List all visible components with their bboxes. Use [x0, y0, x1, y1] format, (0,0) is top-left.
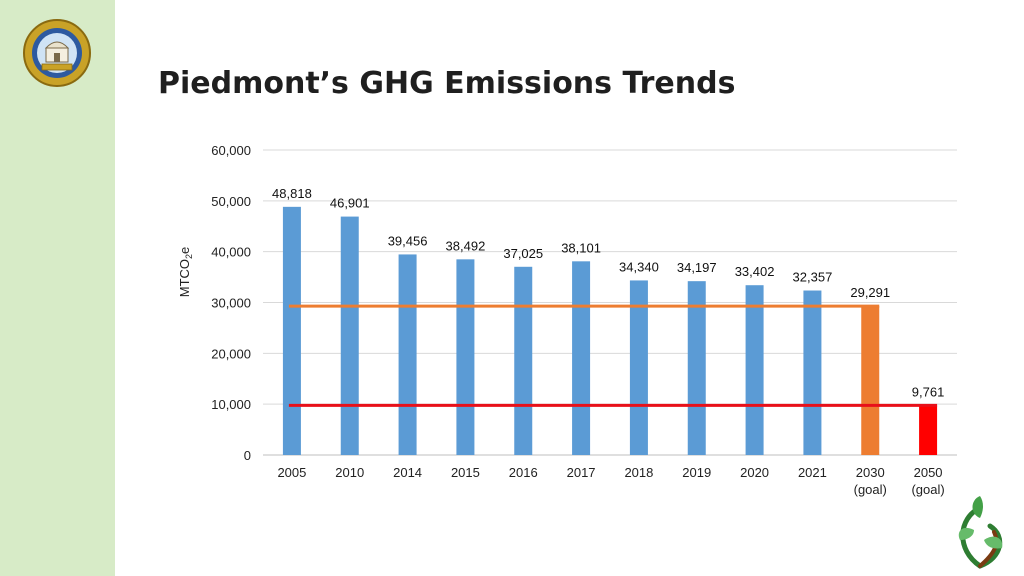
bar: [514, 266, 533, 455]
y-tick-label: 0: [244, 448, 251, 463]
x-tick-label: 2016: [509, 465, 538, 480]
bar: [282, 206, 301, 455]
x-tick-label: 2017: [567, 465, 596, 480]
bars: [282, 206, 938, 455]
bar: [745, 285, 764, 455]
y-tick-label: 30,000: [211, 296, 251, 311]
x-tick-label: 2050 (goal): [911, 465, 944, 497]
x-axis-ticks: 2005 2010 2014 2015 2016 2017 2018 2019 2020 2021…: [277, 465, 944, 497]
data-label: 38,101: [561, 240, 601, 255]
data-label: 39,456: [388, 233, 428, 248]
data-labels: 48,818 46,901 39,456 38,492 37,025 38,101 34,3…: [272, 186, 944, 400]
y-tick-label: 50,000: [211, 194, 251, 209]
data-label: 37,025: [503, 246, 543, 261]
data-label: 34,197: [677, 260, 717, 275]
bar: [687, 281, 706, 455]
x-tick-label: 2018: [624, 465, 653, 480]
data-label: 32,357: [793, 270, 833, 285]
x-tick-label: 2014: [393, 465, 422, 480]
x-tick-label: 2015: [451, 465, 480, 480]
y-axis-label-suffix: e: [177, 247, 192, 254]
x-tick-label: 2021: [798, 465, 827, 480]
data-label: 33,402: [735, 264, 775, 279]
data-label: 34,340: [619, 259, 659, 274]
slide-title: Piedmont’s GHG Emissions Trends: [158, 66, 736, 101]
y-tick-label: 10,000: [211, 397, 251, 412]
bar: [572, 261, 591, 455]
y-axis-ticks: 0 10,000 20,000 30,000 40,000 50,000 60,000: [211, 143, 251, 463]
x-tick-label: 2020: [740, 465, 769, 480]
x-tick-label: 2019: [682, 465, 711, 480]
side-band: [0, 0, 115, 576]
bar: [456, 259, 475, 455]
y-tick-label: 20,000: [211, 346, 251, 361]
bar: [629, 280, 648, 455]
y-axis-label-subscript: 2: [184, 254, 194, 259]
data-label: 9,761: [912, 384, 945, 399]
y-tick-label: 40,000: [211, 245, 251, 260]
data-label: 46,901: [330, 196, 370, 211]
bar: [919, 405, 938, 455]
sprout-logo-icon: [958, 496, 1003, 569]
city-seal-icon: [23, 19, 91, 87]
y-axis-label: MTCO2e: [177, 247, 194, 298]
data-label: 29,291: [850, 285, 890, 300]
x-tick-label: 2010: [335, 465, 364, 480]
bar: [861, 306, 880, 455]
data-label: 38,492: [446, 238, 486, 253]
bar: [803, 290, 822, 455]
bar: [340, 216, 359, 455]
goal-lines: [288, 304, 938, 407]
y-axis-label-main: MTCO: [177, 259, 192, 297]
y-tick-label: 60,000: [211, 143, 251, 158]
bar: [398, 254, 417, 455]
x-tick-label: 2005: [277, 465, 306, 480]
data-label: 48,818: [272, 186, 312, 201]
x-tick-label: 2030 (goal): [854, 465, 887, 497]
